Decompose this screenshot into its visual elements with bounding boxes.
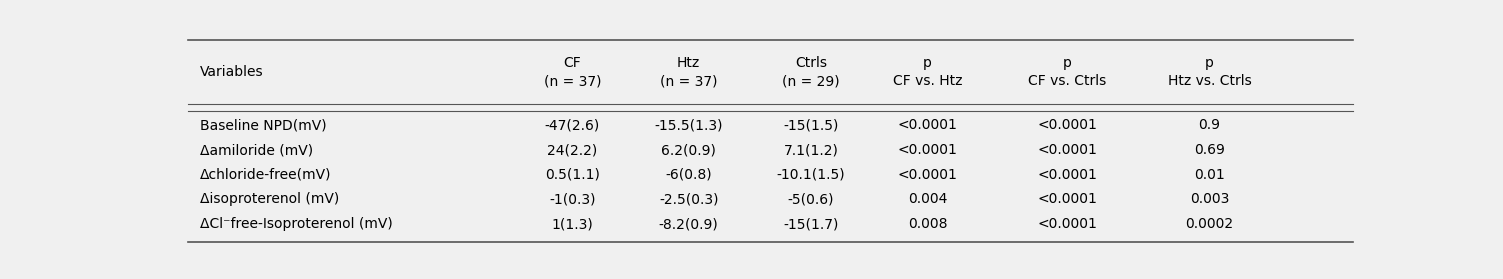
Text: -2.5(0.3): -2.5(0.3)	[658, 193, 718, 206]
Text: -8.2(0.9): -8.2(0.9)	[658, 217, 718, 231]
Text: p
Htz vs. Ctrls: p Htz vs. Ctrls	[1168, 56, 1252, 88]
Text: Δisoproterenol (mV): Δisoproterenol (mV)	[200, 193, 338, 206]
Text: CF
(n = 37): CF (n = 37)	[544, 56, 601, 88]
Text: ΔCl⁻free-Isoproterenol (mV): ΔCl⁻free-Isoproterenol (mV)	[200, 217, 392, 231]
Text: -15(1.5): -15(1.5)	[783, 118, 839, 132]
Text: Δchloride-free(mV): Δchloride-free(mV)	[200, 168, 331, 182]
Text: -5(0.6): -5(0.6)	[788, 193, 834, 206]
Text: -10.1(1.5): -10.1(1.5)	[777, 168, 845, 182]
Text: <0.0001: <0.0001	[897, 118, 957, 132]
Text: <0.0001: <0.0001	[1037, 193, 1097, 206]
Text: Baseline NPD(mV): Baseline NPD(mV)	[200, 118, 326, 132]
Text: -47(2.6): -47(2.6)	[544, 118, 600, 132]
Text: 0.008: 0.008	[908, 217, 947, 231]
Text: <0.0001: <0.0001	[1037, 168, 1097, 182]
Text: <0.0001: <0.0001	[897, 168, 957, 182]
Text: -1(0.3): -1(0.3)	[549, 193, 595, 206]
Text: 6.2(0.9): 6.2(0.9)	[661, 143, 717, 157]
Text: 0.5(1.1): 0.5(1.1)	[544, 168, 600, 182]
Text: <0.0001: <0.0001	[1037, 118, 1097, 132]
Text: Variables: Variables	[200, 65, 263, 79]
Text: -6(0.8): -6(0.8)	[666, 168, 712, 182]
Text: -15(1.7): -15(1.7)	[783, 217, 839, 231]
Text: <0.0001: <0.0001	[1037, 143, 1097, 157]
Text: 24(2.2): 24(2.2)	[547, 143, 597, 157]
Text: 0.003: 0.003	[1190, 193, 1229, 206]
Text: 1(1.3): 1(1.3)	[552, 217, 594, 231]
Text: -15.5(1.3): -15.5(1.3)	[654, 118, 723, 132]
Text: Htz
(n = 37): Htz (n = 37)	[660, 56, 717, 88]
Text: 0.69: 0.69	[1193, 143, 1225, 157]
Text: 0.0002: 0.0002	[1186, 217, 1234, 231]
Text: <0.0001: <0.0001	[897, 143, 957, 157]
Text: 0.01: 0.01	[1193, 168, 1225, 182]
Text: <0.0001: <0.0001	[1037, 217, 1097, 231]
Text: Ctrls
(n = 29): Ctrls (n = 29)	[782, 56, 840, 88]
Text: p
CF vs. Ctrls: p CF vs. Ctrls	[1028, 56, 1106, 88]
Text: 0.9: 0.9	[1198, 118, 1220, 132]
Text: 0.004: 0.004	[908, 193, 947, 206]
Text: p
CF vs. Htz: p CF vs. Htz	[893, 56, 962, 88]
Text: 7.1(1.2): 7.1(1.2)	[783, 143, 839, 157]
Text: Δamiloride (mV): Δamiloride (mV)	[200, 143, 313, 157]
